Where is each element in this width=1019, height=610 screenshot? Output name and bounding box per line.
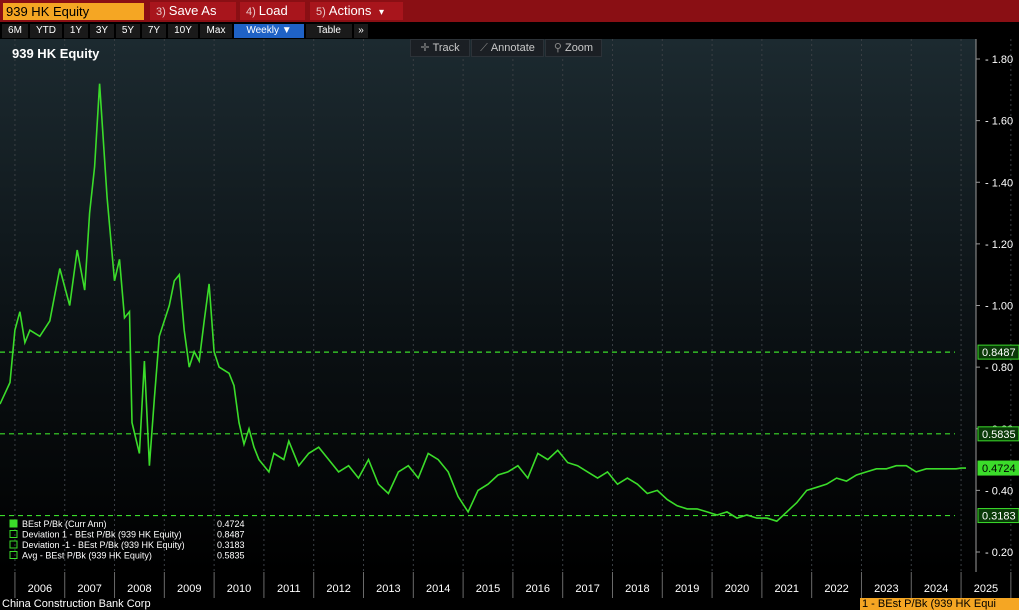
x-tick-label: 2011 <box>277 583 301 595</box>
load-label: Load <box>258 3 288 18</box>
status-bar <box>0 599 1019 610</box>
value-label-box <box>977 344 1019 360</box>
magnifier-icon: ⚲ <box>553 42 562 54</box>
legend-label: Avg - BEst P/Bk (939 HK Equity) <box>22 551 152 561</box>
legend-value: 0.4724 <box>217 519 245 529</box>
x-tick-label: 2024 <box>924 583 948 595</box>
save-as-number: 3) <box>156 6 166 18</box>
value-label-box <box>977 460 1019 476</box>
save-as-label: Save As <box>168 3 217 18</box>
y-tick-label: - 0.20 <box>985 547 1013 559</box>
crosshair-icon: ✛ <box>420 42 430 54</box>
legend-label: Deviation -1 - BEst P/Bk (939 HK Equity) <box>22 540 185 550</box>
annotate-button[interactable]: ⟋ Annotate <box>471 39 544 57</box>
x-tick-label: 2012 <box>326 583 350 595</box>
range-10y[interactable]: 10Y <box>168 24 198 38</box>
x-tick-label: 2008 <box>127 583 151 595</box>
x-tick-label: 2007 <box>77 583 101 595</box>
legend-swatch <box>9 519 18 528</box>
more-button[interactable]: » <box>354 24 368 38</box>
x-tick-label: 2021 <box>775 583 799 595</box>
legend-value: 0.3183 <box>217 540 245 550</box>
chart-title: 939 HK Equity <box>12 46 100 61</box>
x-tick-label: 2019 <box>675 583 699 595</box>
range-7y[interactable]: 7Y <box>142 24 166 38</box>
actions-caret-icon: ▾ <box>379 7 385 18</box>
y-tick-label: - 1.20 <box>985 239 1013 251</box>
range-bar: 6M YTD 1Y 3Y 5Y 7Y 10Y Max Weekly ▼ Tabl… <box>0 23 1019 39</box>
legend-label: BEst P/Bk (Curr Ann) <box>22 519 107 529</box>
reference-lines <box>0 351 955 517</box>
range-1y[interactable]: 1Y <box>64 24 88 38</box>
ticker-input[interactable]: 939 HK Equity <box>3 3 144 20</box>
actions-number: 5) <box>316 6 326 18</box>
y-tick-label: - 0.80 <box>985 362 1013 374</box>
range-ytd[interactable]: YTD <box>30 24 62 38</box>
x-axis-band <box>0 572 976 599</box>
x-tick-label: 2014 <box>426 583 450 595</box>
x-tick-label: 2020 <box>725 583 749 595</box>
legend-swatch <box>9 530 18 538</box>
value-label: 0.8487 <box>982 347 1016 359</box>
vertical-gridlines <box>14 39 1012 572</box>
frequency-dropdown[interactable]: Weekly ▼ <box>234 24 304 38</box>
x-tick-label: 2025 <box>974 583 998 595</box>
x-tick-label: 2010 <box>227 583 251 595</box>
load-number: 4) <box>246 6 256 18</box>
x-tick-label: 2009 <box>177 583 201 595</box>
y-tick-label: - 1.40 <box>985 177 1013 189</box>
x-tick-label: 2016 <box>526 583 550 595</box>
legend: BEst P/Bk (Curr Ann) 0.4724 Deviation 1 - … <box>9 519 245 561</box>
company-name: China Construction Bank Corp <box>2 598 151 610</box>
y-tick-label: - 1.60 <box>985 116 1013 128</box>
load-button[interactable]: 4) Load <box>240 2 305 20</box>
save-as-button[interactable]: 3) Save As <box>150 2 236 20</box>
legend-value: 0.5835 <box>217 551 245 561</box>
legend-swatch <box>9 551 18 559</box>
x-tick-label: 2006 <box>28 583 52 595</box>
x-tick-label: 2017 <box>575 583 599 595</box>
track-button[interactable]: ✛ Track <box>410 39 470 57</box>
x-tick-label: 2023 <box>874 583 898 595</box>
plot-background <box>0 39 976 572</box>
y-tick-label: - 1.00 <box>985 301 1013 313</box>
top-toolbar: 939 HK Equity 3) Save As 4) Load 5) Actions… <box>0 0 1019 22</box>
range-5y[interactable]: 5Y <box>116 24 140 38</box>
annotate-label: Annotate <box>490 42 535 54</box>
series-tag[interactable]: 1 - BEst P/Bk (939 HK Equi <box>860 598 1019 610</box>
value-label: 0.3183 <box>982 511 1016 523</box>
table-button[interactable]: Table <box>306 24 352 38</box>
track-label: Track <box>432 42 460 54</box>
zoom-label: Zoom <box>564 42 594 54</box>
y-tick-label: - 0.40 <box>985 485 1013 497</box>
x-tick-label: 2015 <box>476 583 500 595</box>
range-max[interactable]: Max <box>200 24 232 38</box>
value-label-box <box>977 426 1019 442</box>
value-label: 0.4724 <box>982 463 1016 475</box>
pencil-icon: ⟋ <box>480 42 488 54</box>
range-3y[interactable]: 3Y <box>90 24 114 38</box>
x-tick-label: 2022 <box>824 583 848 595</box>
value-label-box <box>977 508 1019 524</box>
legend-label: Deviation 1 - BEst P/Bk (939 HK Equity) <box>22 530 182 540</box>
y-axis-ticks: - 1.80 - 1.60 - 1.40 - 1.20 - 1.00 - 0.80 - 0.… <box>976 54 1013 559</box>
zoom-button[interactable]: ⚲ Zoom <box>545 39 602 57</box>
y-tick-label: - 1.80 <box>985 54 1013 66</box>
legend-value: 0.8487 <box>217 530 245 540</box>
value-label: 0.5835 <box>982 429 1016 441</box>
actions-button[interactable]: 5) Actions ▾ <box>310 2 403 20</box>
actions-label: Actions <box>328 3 372 18</box>
x-tick-label: 2013 <box>376 583 400 595</box>
pbk-series-line <box>0 83 966 523</box>
x-tick-label: 2018 <box>625 583 649 595</box>
chart: - 1.80 - 1.60 - 1.40 - 1.20 - 1.00 - 0.80 - 0.… <box>0 39 1019 599</box>
range-6m[interactable]: 6M <box>2 24 28 38</box>
right-value-labels: 0.8487 0.5835 0.4724 0.3183 <box>977 344 1019 524</box>
legend-swatch <box>9 540 18 549</box>
x-axis-ticks: 2006 2007 2008 2009 2010 2011 2012 2013 2014 2015… <box>14 572 1012 598</box>
